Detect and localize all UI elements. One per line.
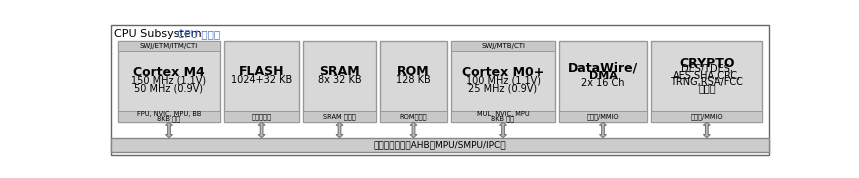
Polygon shape (336, 122, 343, 138)
Text: CRYPTO: CRYPTO (679, 57, 734, 70)
Text: TRNG,RSA/FCC: TRNG,RSA/FCC (670, 77, 743, 87)
Text: SRAM 控制器: SRAM 控制器 (323, 113, 356, 120)
Text: Cortex M4: Cortex M4 (133, 66, 204, 79)
Text: 150 MHz (1.1V): 150 MHz (1.1V) (131, 76, 206, 86)
Bar (452, 41, 555, 122)
Text: SWJ/ETM/ITM/CTI: SWJ/ETM/ITM/CTI (140, 43, 198, 49)
Text: 加速器: 加速器 (698, 83, 716, 93)
Polygon shape (410, 122, 417, 138)
Text: 8KB 缓存: 8KB 缓存 (157, 116, 180, 122)
Text: 启动器/MMIO: 启动器/MMIO (587, 113, 619, 120)
Bar (224, 41, 299, 122)
Text: SRAM: SRAM (320, 65, 360, 78)
Bar (651, 111, 762, 122)
Text: ROM控制器: ROM控制器 (399, 113, 427, 120)
Text: DMA: DMA (588, 71, 618, 81)
Polygon shape (600, 122, 606, 138)
Polygon shape (166, 122, 173, 138)
Text: 128 KB: 128 KB (396, 75, 431, 85)
Bar (119, 41, 220, 122)
Text: Cortex M0+: Cortex M0+ (462, 66, 545, 79)
Bar (119, 41, 220, 51)
Bar (303, 111, 375, 122)
Text: 系统总线（多层AHB、MPU/SMPU/IPC）: 系统总线（多层AHB、MPU/SMPU/IPC） (374, 140, 507, 150)
Text: CPU 子系统: CPU 子系统 (177, 29, 220, 39)
Bar (119, 111, 220, 122)
Bar (452, 41, 555, 51)
Text: FLASH: FLASH (239, 65, 284, 78)
Polygon shape (704, 122, 710, 138)
Text: 8KB 缓存: 8KB 缓存 (491, 116, 515, 122)
Polygon shape (500, 122, 507, 138)
Text: DataWire/: DataWire/ (568, 61, 638, 74)
Text: 启动器/MMIO: 启动器/MMIO (691, 113, 723, 120)
Bar (303, 41, 375, 122)
Polygon shape (258, 122, 265, 138)
Bar (651, 41, 762, 122)
Text: 100 MHz (1.1V): 100 MHz (1.1V) (466, 76, 540, 86)
Text: 8x 32 KB: 8x 32 KB (318, 75, 362, 85)
Text: AES,SHA,CRC,: AES,SHA,CRC, (673, 71, 741, 81)
Text: MUL, NVIC, MPU: MUL, NVIC, MPU (477, 111, 529, 117)
Text: CPU Subsystem: CPU Subsystem (114, 29, 202, 39)
Text: 25 MHz (0.9V): 25 MHz (0.9V) (468, 83, 538, 93)
Bar (452, 111, 555, 122)
Text: FPU, NVIC, MPU, BB: FPU, NVIC, MPU, BB (137, 111, 201, 117)
Text: 50 MHz (0.9V): 50 MHz (0.9V) (135, 83, 204, 93)
Text: ROM: ROM (397, 65, 430, 78)
Bar (559, 41, 647, 122)
Bar (381, 111, 447, 122)
Text: 2x 16 Ch: 2x 16 Ch (582, 78, 624, 88)
Bar (112, 138, 769, 152)
Bar (224, 111, 299, 122)
Bar (559, 111, 647, 122)
Bar (381, 41, 447, 122)
Text: SWJ/MTB/CTI: SWJ/MTB/CTI (481, 43, 525, 49)
Text: 闪存控制器: 闪存控制器 (252, 113, 271, 120)
Text: 1024+32 KB: 1024+32 KB (231, 75, 292, 85)
Text: DES/TDES,: DES/TDES, (681, 64, 733, 74)
